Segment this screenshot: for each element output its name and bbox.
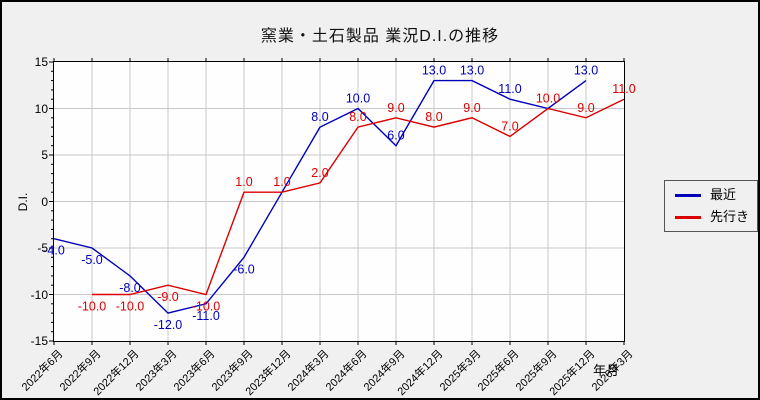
y-axis-tick-label: -15: [30, 334, 48, 348]
data-label-outlook: 11.0: [612, 82, 635, 96]
data-label-recent: -11.0: [192, 309, 220, 323]
data-label-outlook: 1.0: [273, 175, 290, 189]
series-recent-line: [53, 79, 587, 314]
data-label-recent: -8.0: [119, 281, 141, 295]
data-label-outlook: -10.0: [78, 300, 107, 314]
data-label-outlook: -10.0: [116, 300, 145, 314]
y-axis-tick-label: 10: [34, 101, 48, 116]
data-label-recent: -4.0: [43, 244, 65, 258]
data-label-outlook: -9.0: [157, 290, 179, 304]
data-label-outlook: 10.0: [536, 92, 560, 106]
y-axis-tick-label: -10: [30, 287, 48, 302]
legend-line-swatch-recent: [675, 193, 701, 197]
y-axis-tick-label: 5: [41, 148, 48, 162]
data-label-recent: 13.0: [574, 64, 598, 78]
legend-label-outlook: 先行き: [710, 209, 750, 224]
data-label-outlook: 7.0: [501, 119, 518, 133]
data-label-outlook: 2.0: [311, 166, 328, 180]
legend-line-swatch-outlook: [675, 215, 701, 219]
data-label-recent: 13.0: [422, 64, 446, 78]
data-label-recent: -5.0: [81, 253, 103, 267]
data-label-recent: -12.0: [154, 318, 183, 332]
plot-area: -4.0 -5.0 -8.0 -12.0 -11.0 -6.0 8.0 10.0 6.0 13.0…: [43, 58, 636, 345]
chart-canvas: -4.0 -5.0 -8.0 -12.0 -11.0 -6.0 8.0 10.0 6.0 13.0…: [43, 58, 636, 345]
chart-title: 窯業・土石製品 業況D.I.の推移: [260, 28, 500, 45]
data-label-outlook: 9.0: [463, 101, 480, 115]
legend-label-recent: 最近: [710, 187, 737, 202]
data-label-outlook: -10.0: [192, 300, 221, 314]
data-label-outlook: 8.0: [349, 110, 366, 124]
data-label-recent: -6.0: [233, 262, 255, 276]
y-axis-tick-label: 0: [41, 194, 48, 209]
y-axis-tick-label: 15: [34, 55, 48, 69]
legend-item-outlook: 先行き: [675, 210, 757, 224]
legend: 最近 先行き: [664, 180, 758, 232]
series-outlook-line: [92, 98, 625, 296]
data-label-outlook: 9.0: [577, 101, 594, 115]
legend-item-recent: 最近: [675, 188, 757, 202]
x-axis-title: 年月: [593, 363, 620, 378]
data-label-recent: 13.0: [460, 64, 484, 78]
data-label-recent: 6.0: [387, 129, 404, 143]
data-label-recent: 11.0: [498, 82, 521, 96]
data-label-outlook: 1.0: [235, 175, 252, 189]
y-axis-tick-label: -5: [37, 241, 48, 255]
data-label-outlook: 8.0: [425, 110, 442, 124]
data-label-outlook: 9.0: [387, 101, 404, 115]
data-label-recent: 10.0: [346, 92, 370, 106]
data-label-recent: 8.0: [311, 110, 328, 124]
